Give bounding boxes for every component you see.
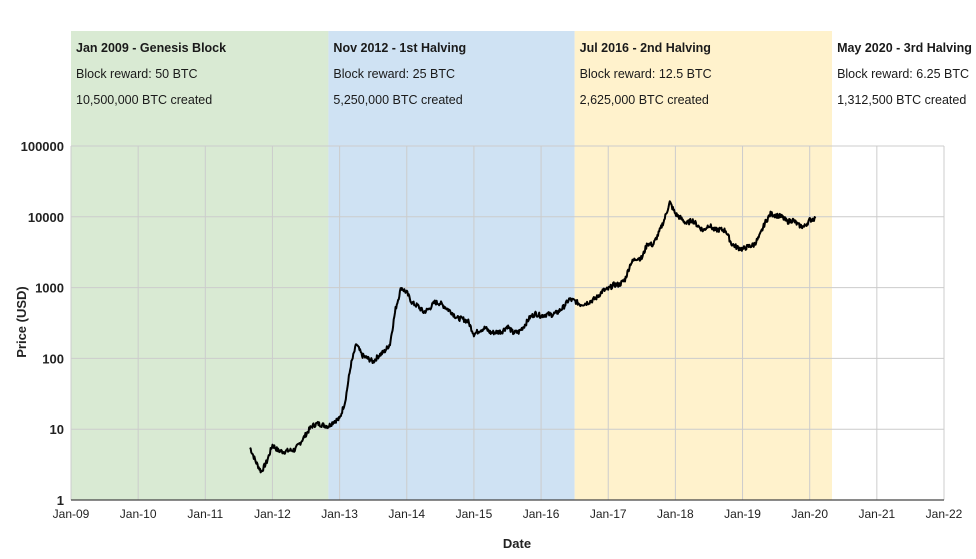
x-tick-label: Jan-20 — [791, 507, 828, 521]
era-bands — [71, 31, 944, 500]
x-tick-label: Jan-15 — [456, 507, 493, 521]
era-created: 5,250,000 BTC created — [333, 93, 462, 107]
era-band — [71, 31, 329, 500]
era-created: 1,312,500 BTC created — [837, 93, 966, 107]
era-title: Jul 2016 - 2nd Halving — [580, 41, 711, 55]
era-band — [574, 31, 833, 500]
x-tick-label: Jan-13 — [321, 507, 358, 521]
x-tick-label: Jan-11 — [187, 507, 223, 521]
era-text: Jan 2009 - Genesis Block Block reward: 50… — [76, 41, 972, 107]
x-tick-label: Jan-19 — [724, 507, 761, 521]
era-band — [832, 31, 944, 500]
era-title: Jan 2009 - Genesis Block — [76, 41, 226, 55]
x-tick-label: Jan-10 — [120, 507, 157, 521]
y-axis-title: Price (USD) — [14, 286, 29, 358]
x-tick-label: Jan-17 — [590, 507, 627, 521]
y-tick-label: 100000 — [21, 139, 64, 154]
y-tick-labels: 1 10 100 1000 10000 100000 — [21, 139, 64, 508]
x-tick-label: Jan-12 — [254, 507, 291, 521]
x-tick-label: Jan-14 — [388, 507, 425, 521]
y-tick-label: 1 — [57, 493, 64, 508]
x-tick-labels: Jan-09 Jan-10 Jan-11 Jan-12 Jan-13 Jan-14 Jan-… — [53, 507, 963, 521]
y-tick-label: 100 — [42, 351, 64, 366]
price-series-line — [249, 200, 817, 474]
x-tick-label: Jan-21 — [858, 507, 895, 521]
era-reward: Block reward: 25 BTC — [333, 67, 455, 81]
x-tick-label: Jan-18 — [657, 507, 694, 521]
era-reward: Block reward: 12.5 BTC — [580, 67, 712, 81]
era-created: 2,625,000 BTC created — [580, 93, 709, 107]
series-layer — [249, 200, 817, 474]
grid-lines — [70, 145, 945, 501]
era-title: May 2020 - 3rd Halving — [837, 41, 972, 55]
y-tick-label: 1000 — [35, 281, 64, 296]
era-reward: Block reward: 50 BTC — [76, 67, 198, 81]
x-tick-label: Jan-22 — [926, 507, 963, 521]
era-title: Nov 2012 - 1st Halving — [333, 41, 466, 55]
era-created: 10,500,000 BTC created — [76, 93, 212, 107]
x-tick-label: Jan-09 — [53, 507, 90, 521]
era-band — [328, 31, 575, 500]
x-axis-title: Date — [503, 536, 531, 551]
y-tick-label: 10 — [50, 422, 64, 437]
x-tick-label: Jan-16 — [523, 507, 560, 521]
era-reward: Block reward: 6.25 BTC — [837, 67, 969, 81]
y-tick-label: 10000 — [28, 210, 64, 225]
